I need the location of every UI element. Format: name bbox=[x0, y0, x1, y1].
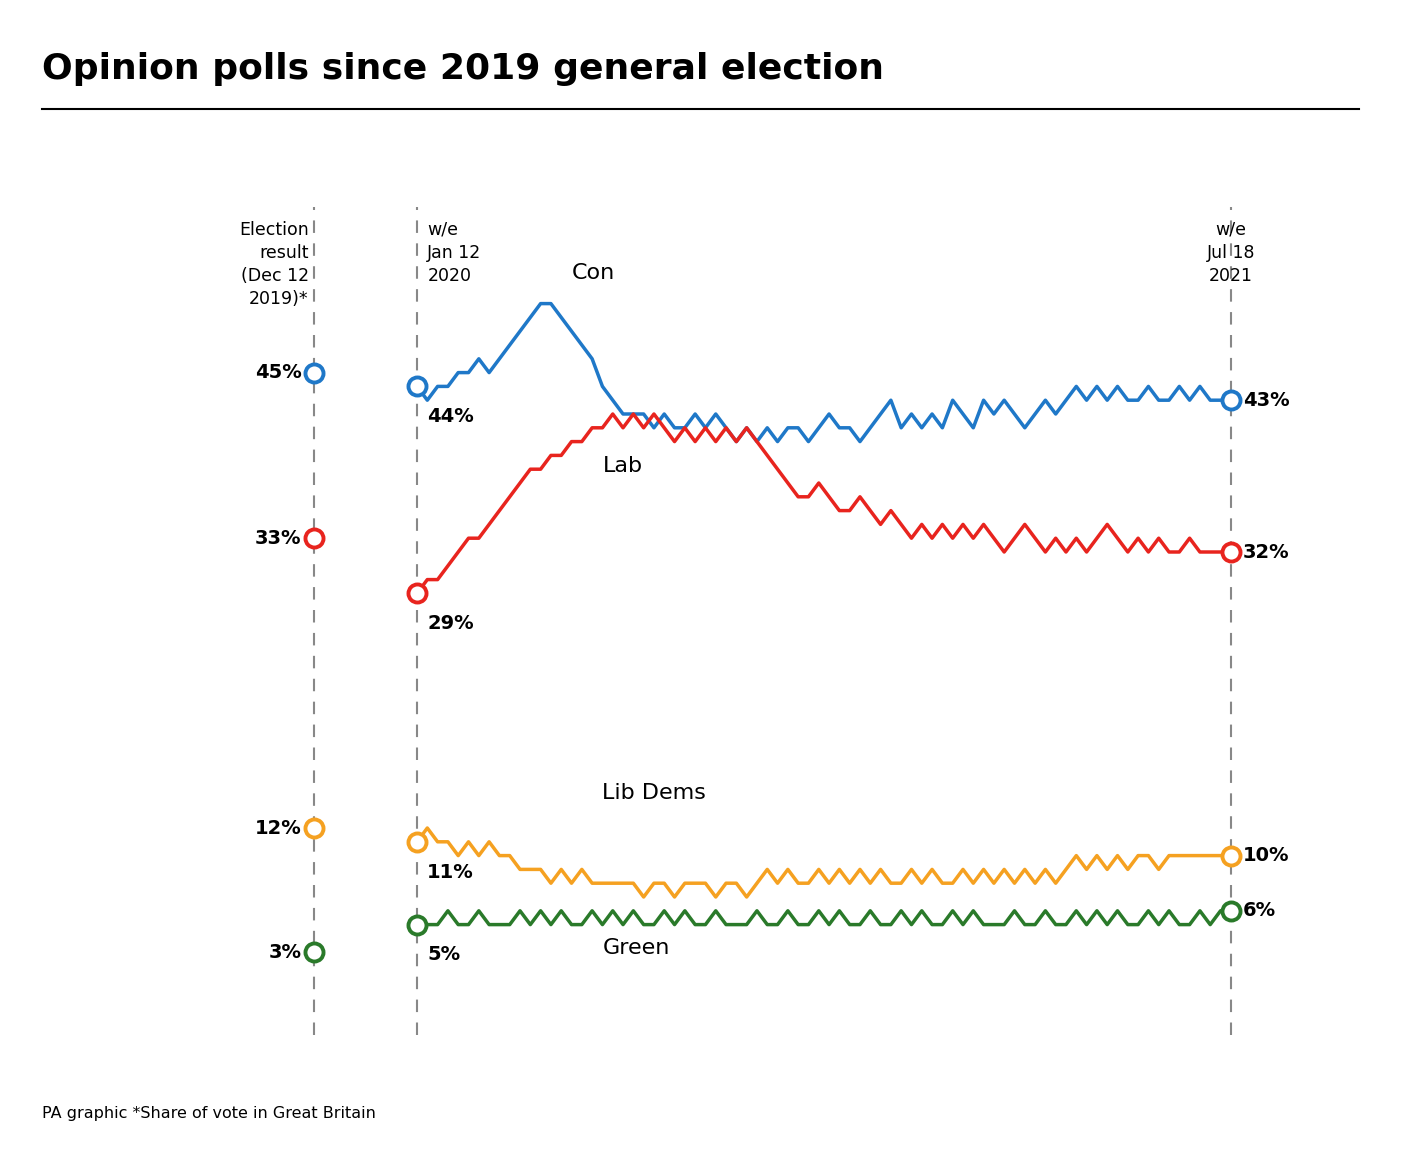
Text: w/e
Jan 12
2020: w/e Jan 12 2020 bbox=[427, 221, 482, 284]
Text: 5%: 5% bbox=[427, 945, 461, 965]
Text: PA graphic *Share of vote in Great Britain: PA graphic *Share of vote in Great Brita… bbox=[42, 1106, 375, 1121]
Text: 33%: 33% bbox=[255, 529, 301, 547]
Text: 32%: 32% bbox=[1243, 543, 1290, 561]
Text: Con: Con bbox=[572, 263, 615, 283]
Text: w/e
Jul 18
2021: w/e Jul 18 2021 bbox=[1206, 221, 1255, 284]
Text: Opinion polls since 2019 general election: Opinion polls since 2019 general electio… bbox=[42, 52, 884, 86]
Text: 29%: 29% bbox=[427, 614, 474, 634]
Text: 6%: 6% bbox=[1243, 902, 1276, 920]
Text: 43%: 43% bbox=[1243, 391, 1290, 409]
Text: 10%: 10% bbox=[1243, 846, 1290, 865]
Text: Election
result
(Dec 12
2019)*: Election result (Dec 12 2019)* bbox=[240, 221, 308, 307]
Text: 45%: 45% bbox=[255, 363, 301, 382]
Text: 12%: 12% bbox=[255, 819, 301, 837]
Text: Lib Dems: Lib Dems bbox=[602, 783, 706, 803]
Text: Lab: Lab bbox=[602, 457, 643, 476]
Text: Green: Green bbox=[602, 938, 670, 958]
Text: 11%: 11% bbox=[427, 862, 474, 882]
Text: 3%: 3% bbox=[269, 943, 301, 961]
Text: 44%: 44% bbox=[427, 407, 474, 427]
